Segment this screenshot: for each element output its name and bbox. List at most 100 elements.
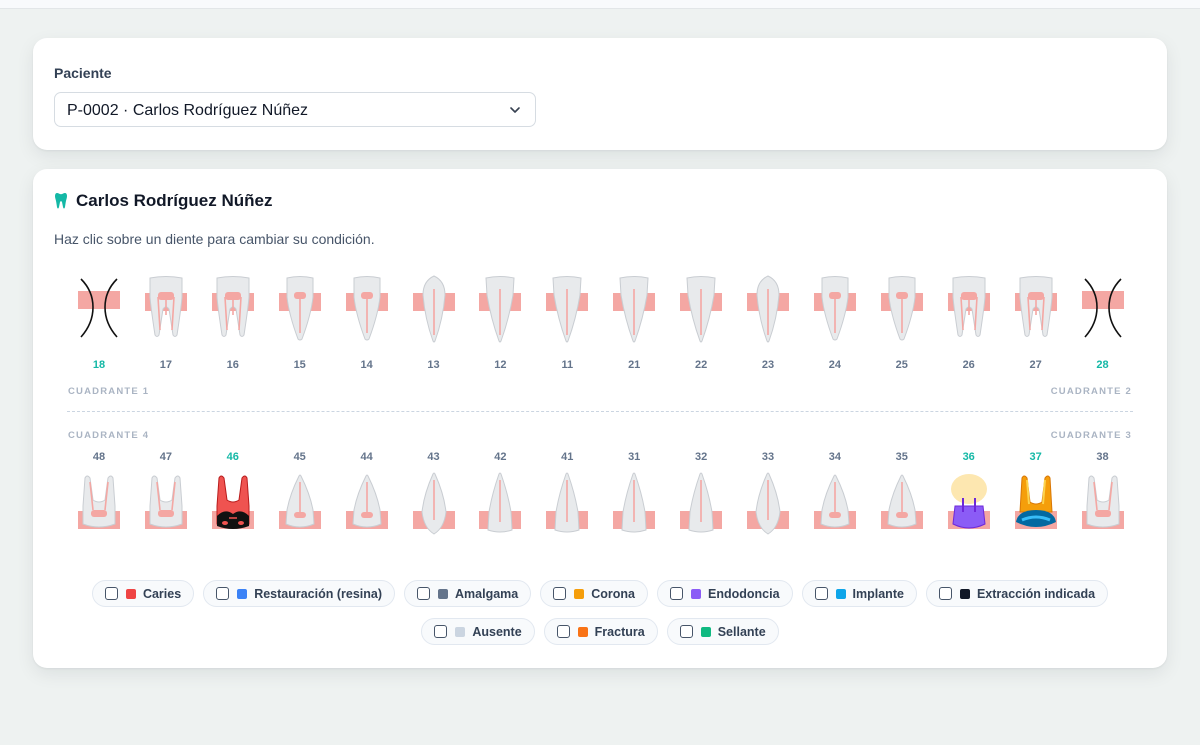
tooth-17[interactable]	[136, 275, 196, 347]
legend-checkbox[interactable]	[670, 587, 683, 600]
tooth-graphic	[747, 275, 789, 343]
tooth-graphic	[680, 276, 723, 343]
legend-label: Restauración (resina)	[254, 586, 383, 601]
tooth-27[interactable]	[1006, 275, 1066, 347]
tooth-32[interactable]	[671, 472, 731, 544]
legend-checkbox[interactable]	[104, 587, 118, 600]
tooth-35[interactable]	[872, 472, 932, 544]
tooth-15[interactable]	[270, 275, 330, 347]
tooth-number-24: 24	[828, 359, 842, 371]
tooth-47[interactable]	[136, 472, 196, 544]
tooth-12[interactable]	[470, 275, 530, 347]
tooth-number-47: 47	[159, 451, 173, 463]
top-bar	[0, 0, 1200, 9]
legend-color-swatch	[691, 588, 701, 599]
tooth-number-35: 35	[895, 451, 908, 463]
tooth-31[interactable]	[604, 472, 664, 544]
legend-checkbox[interactable]	[556, 625, 570, 638]
tooth-graphic	[613, 276, 656, 343]
tooth-45[interactable]	[270, 472, 330, 544]
tooth-41[interactable]	[537, 472, 597, 544]
tooth-33[interactable]	[738, 472, 798, 544]
tooth-21[interactable]	[604, 275, 664, 347]
tooth-14[interactable]	[337, 275, 397, 347]
tooth-36[interactable]	[939, 472, 999, 544]
tooth-graphic	[947, 276, 990, 337]
tooth-graphic	[813, 474, 856, 529]
tooth-graphic	[479, 276, 522, 343]
tooth-graphic	[680, 472, 723, 533]
tooth-number-12: 12	[494, 359, 507, 371]
legend-checkbox[interactable]	[553, 587, 567, 600]
legend-checkbox[interactable]	[434, 625, 448, 638]
tooth-number-14: 14	[360, 359, 373, 371]
legend-checkbox[interactable]	[417, 587, 431, 600]
tooth-16[interactable]	[203, 275, 263, 347]
tooth-34[interactable]	[805, 472, 865, 544]
tooth-graphic	[479, 472, 522, 533]
tooth-number-21: 21	[628, 359, 641, 371]
tooth-graphic	[1081, 278, 1124, 338]
patient-field-label: Paciente	[54, 65, 112, 81]
tooth-11[interactable]	[537, 275, 597, 347]
tooth-graphic	[880, 276, 923, 341]
legend-filter-ausente[interactable]: Ausente	[421, 618, 535, 645]
legend-filter-restauracion-resina[interactable]: Restauración (resina)	[203, 580, 396, 607]
legend-filter-extraccion-indicada[interactable]: Extracción indicada	[925, 580, 1109, 607]
tooth-13[interactable]	[404, 275, 464, 347]
tooth-number-18: 18	[92, 359, 106, 371]
tooth-graphic	[546, 276, 589, 343]
tooth-number-23: 23	[761, 359, 775, 371]
legend-filter-corona[interactable]: Corona	[540, 580, 648, 607]
tooth-graphic	[1014, 276, 1057, 337]
tooth-48[interactable]	[69, 472, 129, 544]
tooth-number-11: 11	[561, 359, 574, 371]
legend-checkbox[interactable]	[938, 587, 952, 600]
legend-checkbox[interactable]	[814, 587, 828, 600]
legend-label: Fractura	[594, 624, 645, 639]
tooth-42[interactable]	[470, 472, 530, 544]
tooth-number-36: 36	[962, 451, 975, 463]
patient-select[interactable]: P-0002 · Carlos Rodríguez Núñez	[54, 92, 536, 127]
tooth-26[interactable]	[939, 275, 999, 347]
tooth-number-32: 32	[694, 451, 708, 463]
legend-checkbox[interactable]	[216, 587, 230, 600]
legend-filter-fractura[interactable]: Fractura	[543, 618, 658, 645]
tooth-graphic	[345, 474, 388, 529]
tooth-38[interactable]	[1073, 472, 1133, 544]
tooth-graphic	[78, 278, 120, 338]
tooth-number-43: 43	[427, 451, 440, 463]
tooth-graphic	[880, 474, 923, 529]
tooth-43[interactable]	[404, 472, 464, 544]
legend-filter-endodoncia[interactable]: Endodoncia	[657, 580, 793, 607]
quadrant-4-label: CUADRANTE 4	[68, 430, 150, 441]
legend-filter-implante[interactable]: Implante	[801, 580, 917, 607]
quadrant-1-label: CUADRANTE 1	[68, 386, 150, 397]
tooth-44[interactable]	[337, 472, 397, 544]
tooth-graphic	[1014, 475, 1057, 529]
tooth-number-42: 42	[494, 451, 507, 463]
tooth-24[interactable]	[805, 275, 865, 347]
tooth-25[interactable]	[872, 275, 932, 347]
legend-filter-amalgama[interactable]: Amalgama	[404, 580, 532, 607]
tooth-graphic	[78, 475, 120, 529]
legend-label: Extracción indicada	[976, 586, 1096, 601]
legend-color-swatch	[438, 588, 449, 599]
legend-filter-sellante[interactable]: Sellante	[666, 618, 779, 645]
legend-label: Caries	[142, 586, 182, 601]
tooth-46[interactable]	[203, 472, 263, 544]
tooth-22[interactable]	[671, 275, 731, 347]
legend-checkbox[interactable]	[679, 625, 693, 638]
legend-color-swatch	[125, 588, 136, 599]
legend-filter-caries[interactable]: Caries	[91, 580, 195, 607]
legend-color-swatch	[574, 588, 585, 599]
tooth-graphic	[747, 472, 789, 535]
tooth-37[interactable]	[1006, 472, 1066, 544]
tooth-23[interactable]	[738, 275, 798, 347]
legend-color-swatch	[455, 626, 466, 637]
legend-label: Implante	[852, 586, 904, 601]
tooth-18[interactable]	[69, 275, 129, 347]
tooth-28[interactable]	[1073, 275, 1133, 347]
legend-label: Sellante	[717, 624, 766, 639]
tooth-number-25: 25	[895, 359, 908, 371]
